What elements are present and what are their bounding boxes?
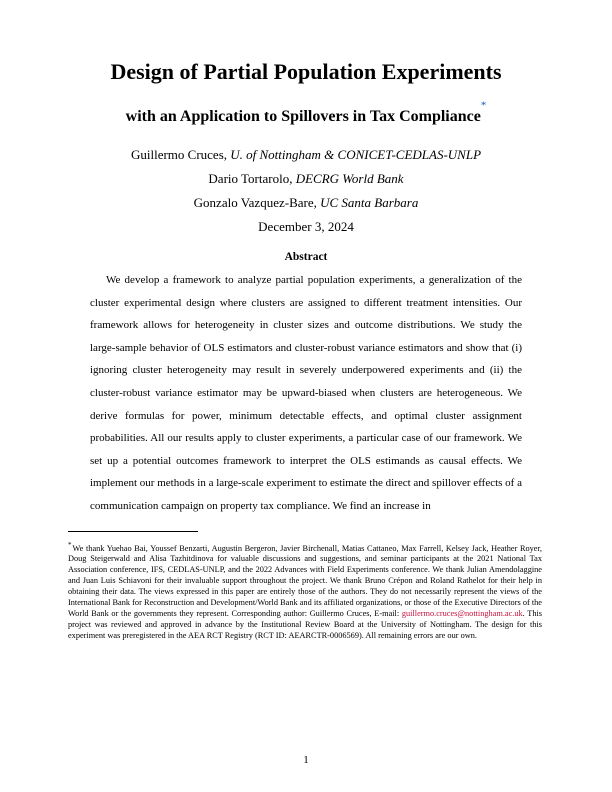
author-affil: U. of Nottingham & CONICET-CEDLAS-UNLP [230, 147, 481, 162]
paper-date: December 3, 2024 [68, 219, 544, 235]
paper-subtitle: with an Application to Spillovers in Tax… [68, 100, 544, 126]
footnote: *We thank Yuehao Bai, Youssef Benzarti, … [68, 541, 542, 642]
footnote-email[interactable]: guillermo.cruces@nottingham.ac.uk [402, 609, 523, 618]
paper-title: Design of Partial Population Experiments [68, 58, 544, 86]
footnote-text-pre: We thank Yuehao Bai, Youssef Benzarti, A… [68, 543, 542, 618]
author-affil: UC Santa Barbara [320, 195, 418, 210]
author-affil: DECRG World Bank [296, 171, 404, 186]
page-number: 1 [0, 754, 612, 766]
author-line-3: Gonzalo Vazquez-Bare, UC Santa Barbara [68, 195, 544, 211]
author-line-1: Guillermo Cruces, U. of Nottingham & CON… [68, 147, 544, 163]
subtitle-text: with an Application to Spillovers in Tax… [126, 107, 481, 124]
author-name: Gonzalo Vazquez-Bare [194, 195, 314, 210]
footnote-rule [68, 531, 198, 532]
abstract-body: We develop a framework to analyze partia… [90, 269, 522, 517]
author-name: Guillermo Cruces [131, 147, 224, 162]
abstract-heading: Abstract [68, 251, 544, 263]
footnote-link[interactable]: * [481, 100, 487, 112]
footnote-marker: * [68, 541, 72, 549]
author-name: Dario Tortarolo [208, 171, 289, 186]
author-line-2: Dario Tortarolo, DECRG World Bank [68, 171, 544, 187]
